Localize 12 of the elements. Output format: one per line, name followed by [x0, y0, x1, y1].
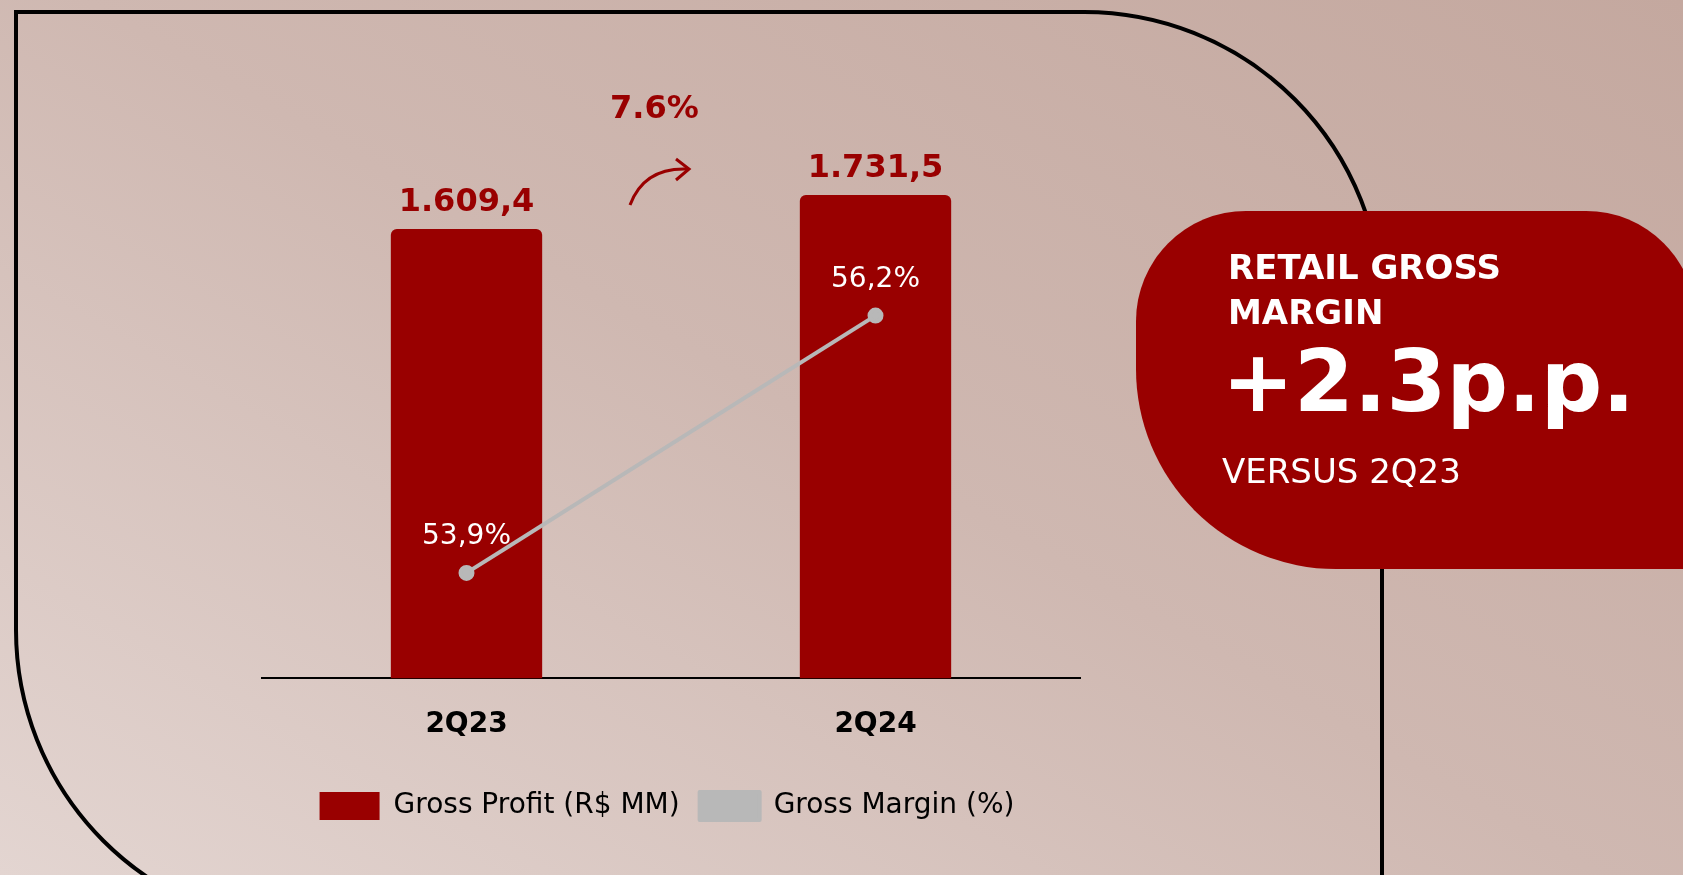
data-label: 1.731,5 — [807, 147, 944, 186]
text: 7.6% — [610, 88, 699, 126]
legend-label: Gross Margin (%) — [773, 787, 1015, 821]
text: +2.3p.p. — [1222, 331, 1635, 431]
data-label: 56,2% — [831, 260, 920, 294]
text: RETAIL GROSS MARGIN — [1228, 246, 1502, 334]
text: VERSUS 2Q23 — [1222, 451, 1461, 491]
legend-label: Gross Profit (R$ MM) — [393, 787, 680, 821]
x-tick-label: 2Q24 — [834, 706, 917, 740]
x-tick-label: 2Q23 — [425, 706, 508, 740]
data-label: 53,9% — [422, 518, 511, 552]
data-label: 1.609,4 — [398, 181, 535, 220]
